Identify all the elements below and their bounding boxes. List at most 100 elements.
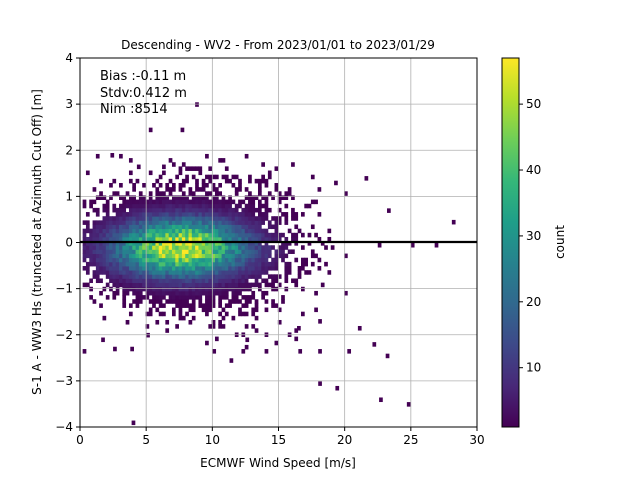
heatmap-cell [261, 212, 266, 217]
heatmap-cell [145, 266, 150, 271]
heatmap-cell [195, 266, 199, 271]
heatmap-cell [95, 212, 100, 217]
heatmap-cell [162, 245, 166, 250]
heatmap-cell [224, 266, 229, 271]
heatmap-cell [125, 249, 130, 254]
heatmap-cell [188, 307, 193, 313]
heatmap-cell [254, 253, 259, 259]
heatmap-cell [165, 228, 170, 234]
heatmap-cell [85, 249, 90, 254]
heatmap-cell [344, 290, 348, 296]
heatmap-cell [89, 245, 93, 250]
heatmap-cell [231, 174, 236, 180]
heatmap-cell [205, 199, 209, 205]
heatmap-cell [145, 220, 150, 225]
heatmap-cell [171, 203, 176, 209]
heatmap-cell [122, 236, 127, 242]
heatmap-cell [181, 199, 186, 205]
heatmap-cell [138, 274, 143, 279]
heatmap-cell [155, 199, 160, 205]
heatmap-cell [188, 216, 193, 221]
heatmap-cell [231, 232, 236, 238]
heatmap-cell [152, 303, 156, 308]
heatmap-cell [128, 170, 133, 176]
heatmap-cell [214, 199, 219, 205]
heatmap-cell [175, 253, 179, 259]
heatmap-cell [85, 228, 90, 234]
heatmap-cell [208, 278, 213, 284]
heatmap-cell [241, 257, 246, 263]
heatmap-cell [168, 299, 173, 304]
heatmap-cell [205, 257, 209, 263]
heatmap-cell [221, 290, 226, 296]
heatmap-cell [191, 203, 196, 209]
heatmap-cell [132, 261, 136, 267]
heatmap-cell [171, 274, 176, 279]
heatmap-cell [92, 228, 97, 234]
heatmap-cell [175, 274, 179, 279]
heatmap-cell [234, 174, 239, 180]
heatmap-cell [175, 257, 179, 263]
heatmap-cell [198, 224, 203, 230]
heatmap-cell [221, 266, 226, 271]
heatmap-cell [211, 195, 216, 201]
heatmap-cell [132, 203, 136, 209]
heatmap-cell [188, 220, 193, 225]
heatmap-cell [211, 274, 216, 279]
heatmap-cell [155, 207, 160, 213]
heatmap-cell [89, 261, 93, 267]
heatmap-cell [261, 195, 266, 201]
heatmap-cell [119, 257, 123, 263]
heatmap-cell [185, 224, 189, 230]
x-tick-label: 30 [469, 433, 484, 447]
heatmap-cell [264, 245, 269, 250]
heatmap-cell [152, 299, 156, 304]
heatmap-cell [211, 228, 216, 234]
heatmap-cell [115, 286, 120, 292]
heatmap-cell [128, 245, 133, 250]
heatmap-cell [138, 216, 143, 221]
heatmap-cell [128, 249, 133, 254]
heatmap-cell [257, 220, 262, 225]
heatmap-cell [195, 232, 199, 238]
heatmap-cell [248, 191, 252, 196]
heatmap-cell [211, 220, 216, 225]
heatmap-cell [211, 270, 216, 275]
heatmap-cell [208, 261, 213, 267]
heatmap-cell [125, 203, 130, 209]
stats-annotation: Bias :-0.11 m Stdv:0.412 m Nim :8514 [100, 69, 187, 117]
y-tick-label: −4 [55, 420, 73, 434]
heatmap-cell [277, 253, 282, 259]
heatmap-cell [224, 199, 229, 205]
heatmap-cell [224, 178, 229, 184]
heatmap-cell [224, 274, 229, 279]
heatmap-cell [178, 311, 183, 317]
y-tick-label: 4 [65, 51, 73, 65]
heatmap-cell [168, 266, 173, 271]
heatmap-cell [119, 195, 123, 201]
heatmap-cell [234, 203, 239, 209]
heatmap-cell [310, 261, 315, 267]
heatmap-cell [155, 266, 160, 271]
heatmap-cell [145, 274, 150, 279]
heatmap-cell [214, 282, 219, 288]
heatmap-cell [310, 224, 315, 230]
heatmap-cell [241, 212, 246, 217]
heatmap-cell [221, 174, 226, 180]
heatmap-cell [274, 166, 279, 171]
heatmap-outlier-cell [357, 325, 362, 331]
heatmap-cell [257, 203, 262, 209]
heatmap-cell [128, 216, 133, 221]
heatmap-cell [135, 207, 140, 213]
heatmap-cell [205, 295, 209, 300]
heatmap-cell [99, 232, 103, 238]
heatmap-cell [122, 303, 127, 308]
heatmap-cell [208, 249, 213, 254]
heatmap-cell [135, 232, 140, 238]
heatmap-cell [267, 191, 272, 196]
heatmap-cell [201, 178, 206, 184]
heatmap-cell [228, 286, 232, 292]
heatmap-cell [122, 282, 127, 288]
heatmap-cell [277, 199, 282, 205]
heatmap-cell [165, 253, 170, 259]
